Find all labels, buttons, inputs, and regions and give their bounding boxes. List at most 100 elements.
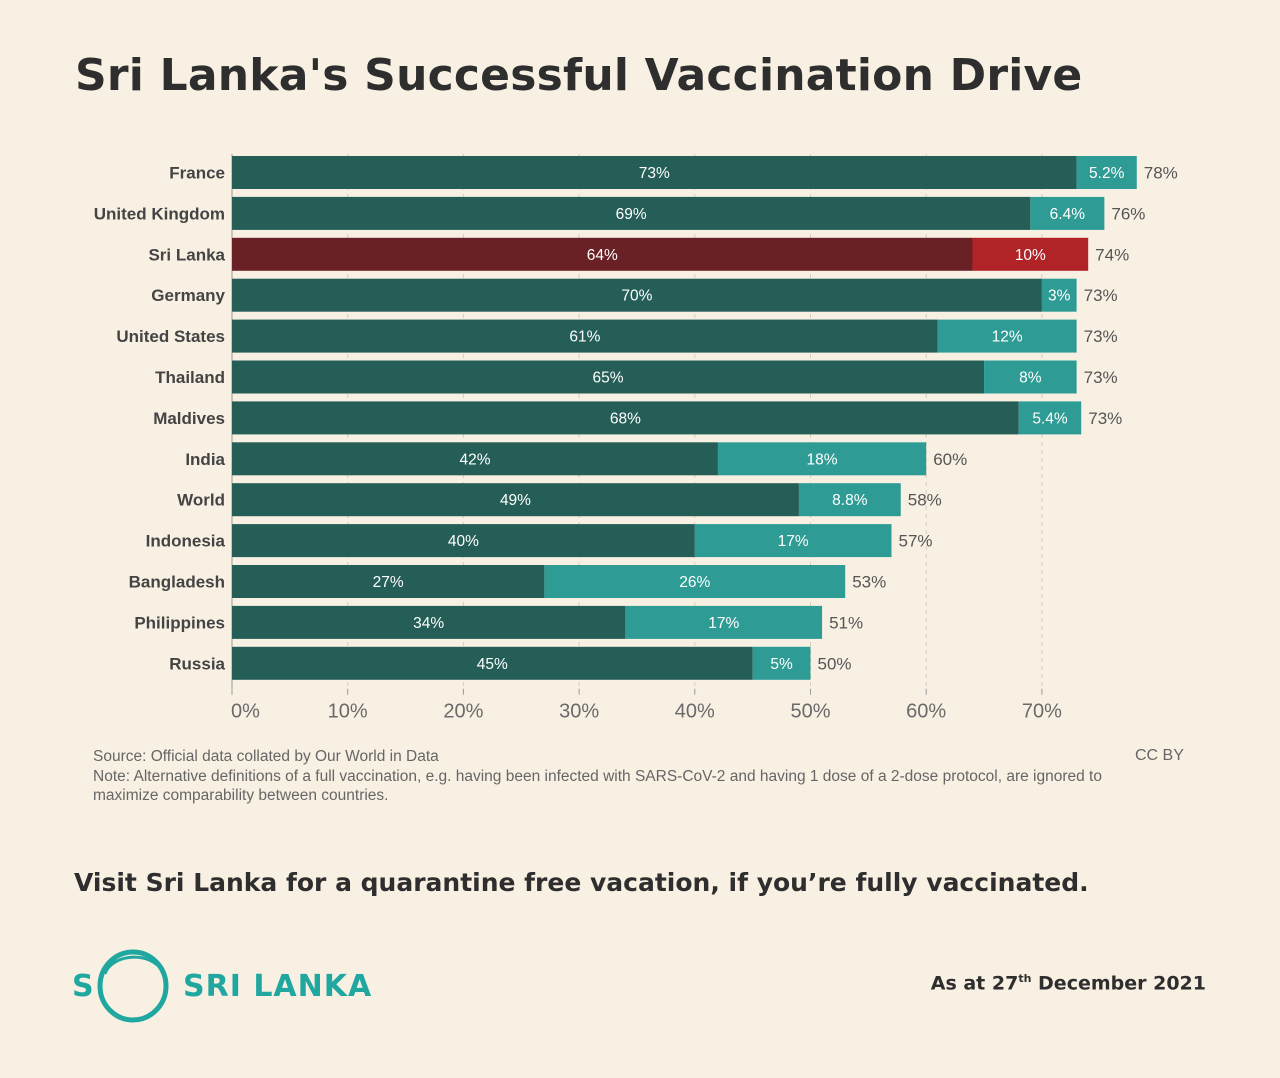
source-text: Source: Official data collated by Our Wo…: [93, 748, 439, 765]
category-label: Thailand: [155, 368, 225, 387]
bar-value-label: 34%: [413, 615, 444, 632]
bar-value-label: 17%: [708, 615, 739, 632]
category-label: India: [185, 450, 225, 469]
bar-partially-vaccinated: [984, 360, 1077, 394]
bar-full-vaccinated: [232, 156, 1077, 189]
bar-value-label: 5.2%: [1089, 165, 1125, 182]
logo-wordmark: SRI LANKA: [183, 969, 373, 1004]
bar-full-vaccinated: [232, 401, 1019, 435]
stacked-bar-chart: France 73% 5.2% 78% United Kingdom 69% 6.4% 76%…: [94, 154, 1178, 723]
bar-full-vaccinated: [232, 319, 938, 353]
bar-value-label: 12%: [992, 329, 1023, 346]
bar-partially-vaccinated: [694, 524, 892, 558]
bar-full-vaccinated: [232, 196, 1031, 230]
bar-value-label: 8.8%: [832, 492, 868, 509]
x-tick-label: 70%: [1022, 701, 1062, 723]
bar-full-vaccinated: [232, 360, 985, 394]
bar-partially-vaccinated: [1018, 401, 1082, 435]
bar-value-label: 69%: [616, 206, 647, 223]
x-tick-label: 10%: [328, 701, 368, 723]
bar-partially-vaccinated: [717, 442, 927, 476]
bar-value-label: 49%: [500, 492, 531, 509]
total-label: 50%: [818, 654, 852, 673]
bar-partially-vaccinated: [798, 483, 901, 517]
logo-ring-icon: [97, 949, 169, 1023]
x-tick-label: 0%: [231, 701, 260, 723]
bar-value-label: 73%: [639, 165, 670, 182]
total-label: 73%: [1084, 368, 1118, 387]
bar-value-label: 6.4%: [1050, 206, 1086, 223]
bar-value-label: 8%: [1019, 370, 1042, 387]
bar-partially-vaccinated: [1030, 196, 1105, 230]
total-label: 73%: [1084, 286, 1118, 305]
bar-value-label: 40%: [448, 533, 479, 550]
bar-full-vaccinated: [232, 565, 545, 598]
bar-value-label: 5.4%: [1032, 410, 1068, 427]
total-label: 57%: [898, 532, 932, 551]
as-of-date: As at 27th December 2021: [931, 972, 1206, 994]
x-tick-label: 30%: [559, 701, 599, 723]
total-label: 74%: [1095, 245, 1129, 264]
category-label: Bangladesh: [129, 573, 225, 592]
bar-full-vaccinated: [232, 237, 973, 271]
category-label: United Kingdom: [94, 204, 225, 223]
category-label: Germany: [151, 286, 225, 305]
bar-partially-vaccinated: [625, 605, 823, 639]
bar-full-vaccinated: [232, 278, 1042, 312]
bar-full-vaccinated: [232, 483, 799, 517]
bar-partially-vaccinated: [1041, 278, 1077, 312]
total-label: 58%: [908, 491, 942, 510]
x-tick-label: 20%: [443, 701, 483, 723]
bar-value-label: 5%: [770, 656, 793, 673]
bar-value-label: 26%: [679, 574, 710, 591]
bar-partially-vaccinated: [972, 237, 1089, 271]
bar-value-label: 18%: [807, 451, 838, 468]
bar-partially-vaccinated: [544, 565, 846, 598]
as-of-ordinal: th: [1018, 972, 1032, 985]
bar-value-label: 64%: [587, 247, 618, 264]
bar-value-label: 45%: [477, 656, 508, 673]
bar-partially-vaccinated: [752, 646, 811, 680]
bar-value-label: 17%: [778, 533, 809, 550]
bar-partially-vaccinated: [937, 319, 1077, 353]
bar-full-vaccinated: [232, 524, 695, 558]
so-sri-lanka-logo: S SRI LANKA: [72, 948, 372, 1024]
note-text: Note: Alternative definitions of a full …: [93, 767, 1102, 805]
as-of-suffix: December 2021: [1031, 972, 1206, 995]
bar-value-label: 68%: [610, 410, 641, 427]
category-label: Indonesia: [146, 532, 226, 551]
bar-value-label: 42%: [459, 451, 490, 468]
x-tick-label: 40%: [675, 701, 715, 723]
category-label: Sri Lanka: [148, 245, 225, 264]
category-label: Philippines: [134, 613, 225, 632]
as-of-prefix: As at 27: [930, 972, 1019, 995]
bar-full-vaccinated: [232, 646, 753, 680]
total-label: 60%: [933, 450, 967, 469]
bar-value-label: 70%: [621, 288, 652, 305]
logo-letter: S: [72, 969, 94, 1004]
bar-value-label: 27%: [373, 574, 404, 591]
total-label: 76%: [1111, 204, 1145, 223]
category-label: Maldives: [153, 409, 225, 428]
total-label: 73%: [1088, 409, 1122, 428]
bar-value-label: 3%: [1048, 288, 1071, 305]
category-label: Russia: [169, 654, 225, 673]
total-label: 51%: [829, 613, 863, 632]
category-label: France: [169, 164, 225, 183]
total-label: 53%: [852, 573, 886, 592]
bar-full-vaccinated: [232, 442, 718, 476]
total-label: 78%: [1144, 164, 1178, 183]
source-notes: Source: Official data collated by Our Wo…: [93, 747, 1123, 806]
category-label: United States: [116, 327, 225, 346]
bar-full-vaccinated: [232, 605, 626, 639]
tagline: Visit Sri Lanka for a quarantine free va…: [74, 868, 1089, 897]
bar-value-label: 65%: [593, 370, 624, 387]
bar-value-label: 10%: [1015, 247, 1046, 264]
x-tick-label: 50%: [790, 701, 830, 723]
chart-title: Sri Lanka's Successful Vaccination Drive: [75, 50, 1083, 101]
total-label: 73%: [1084, 327, 1118, 346]
bar-value-label: 61%: [569, 329, 600, 346]
license-label: CC BY: [1135, 747, 1184, 764]
x-tick-label: 60%: [906, 701, 946, 723]
bar-partially-vaccinated: [1076, 156, 1137, 189]
